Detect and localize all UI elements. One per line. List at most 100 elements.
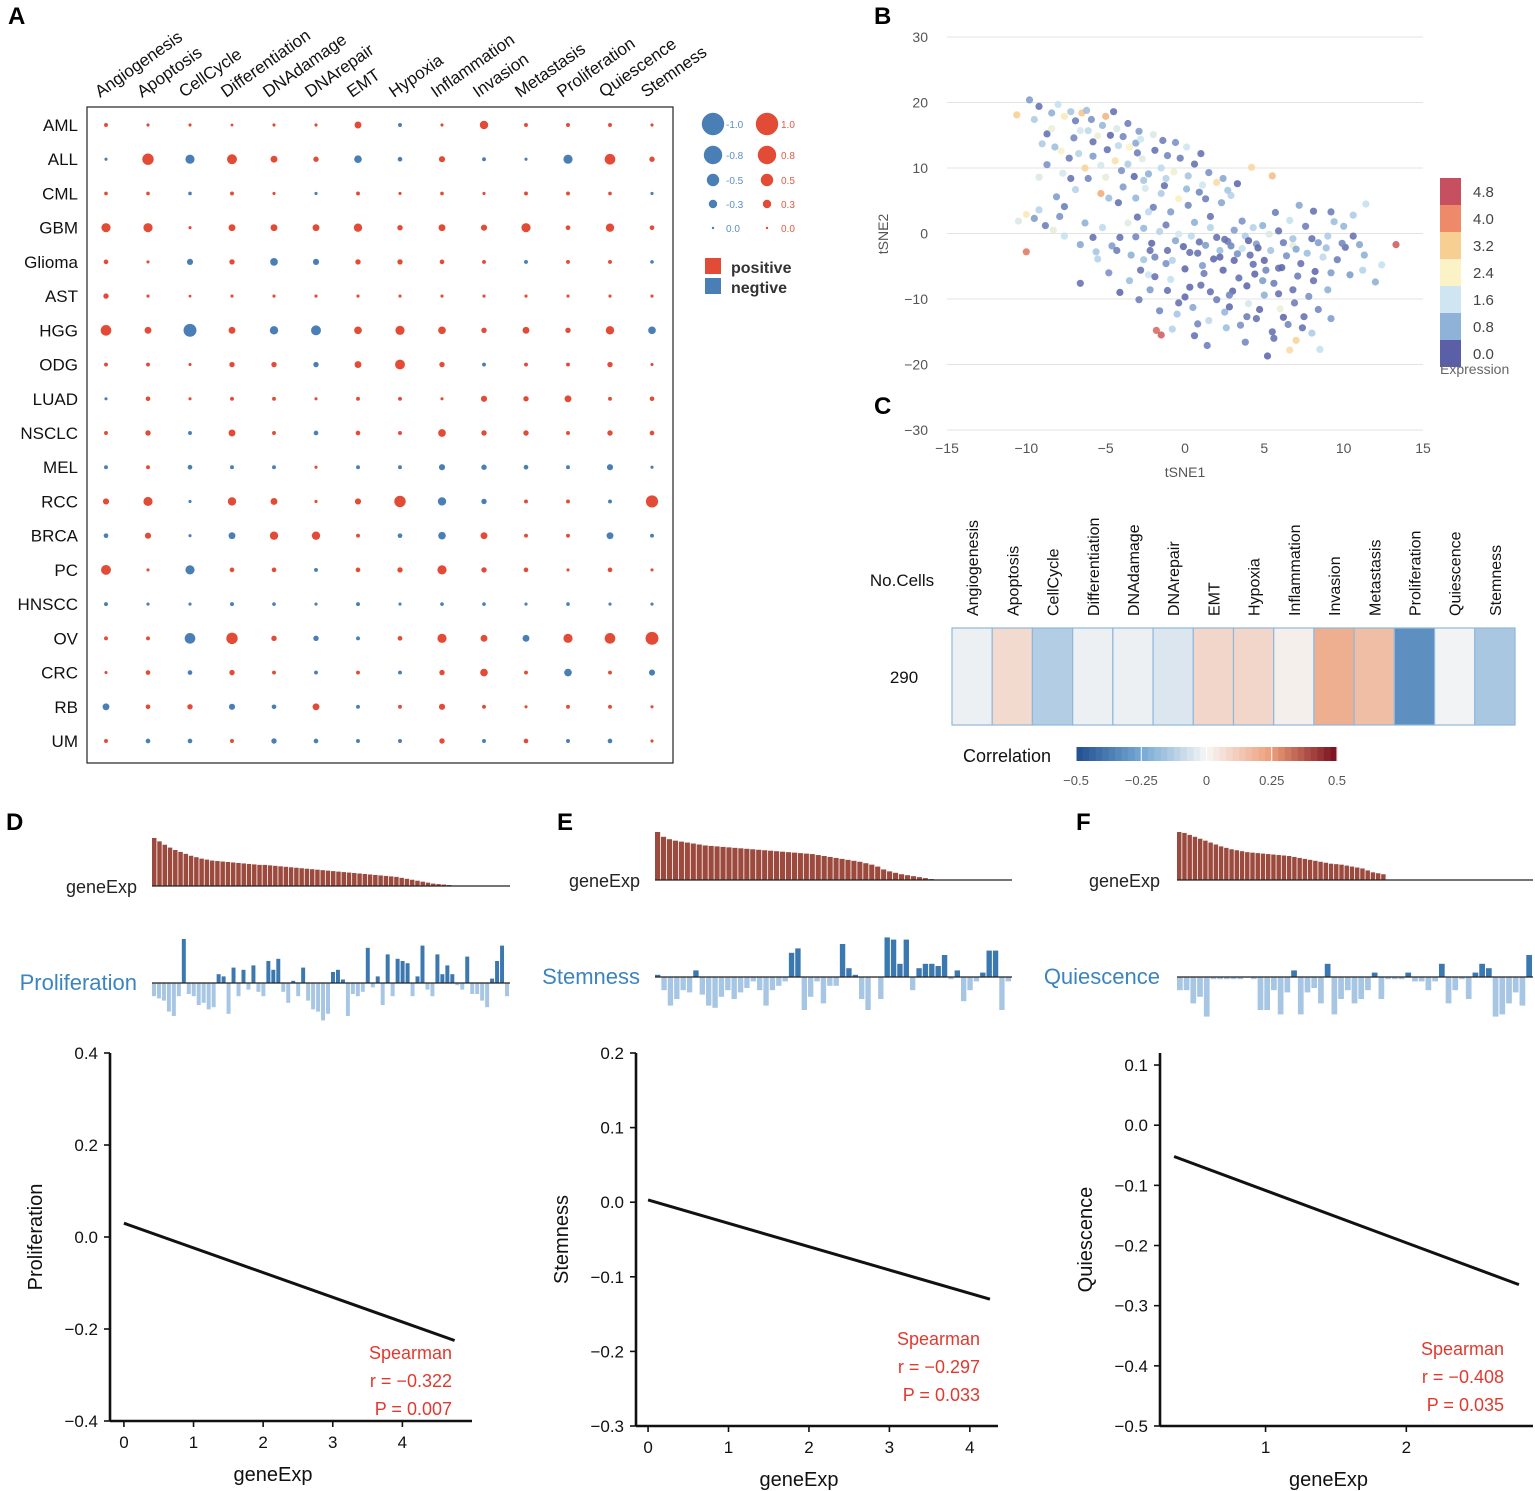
bubble-cml-angiogenesis: [104, 191, 108, 196]
expression-bar-23: [791, 852, 797, 880]
score-bar-2: [667, 977, 674, 1006]
colorbar-seg-15: [1173, 747, 1181, 761]
bubble-um-invasion: [482, 739, 486, 743]
bubble-hgg-dnarepair: [311, 325, 321, 336]
expression-bar-11: [209, 860, 215, 886]
point-178: [1322, 244, 1330, 252]
point-153: [1200, 269, 1208, 278]
score-bar-43: [1465, 977, 1472, 999]
point-152: [1181, 265, 1189, 273]
size-legend-pos-3: [762, 199, 772, 209]
point-68: [1081, 219, 1089, 227]
x-axis-label: geneExp: [234, 1464, 313, 1486]
score-bar-21: [788, 952, 795, 977]
point-28: [1103, 146, 1111, 154]
cell-metastasis: [1353, 627, 1395, 726]
colorbar-title: Correlation: [963, 746, 1051, 766]
expression-bar-7: [696, 844, 702, 880]
colorbar-tick-4: 0.5: [1328, 773, 1346, 788]
size-legend-pos-2: [760, 173, 774, 187]
bubble-mel-cellcycle: [187, 464, 193, 470]
colorbar-seg-2: [1089, 747, 1097, 761]
bubble-luad-proliferation: [564, 395, 572, 403]
expression-bar-27: [815, 855, 821, 880]
column-label-metastasis: Metastasis: [1367, 540, 1384, 616]
bubble-hgg-proliferation: [565, 327, 571, 334]
panel-label-c: C: [874, 393, 891, 420]
annotation-2: P = 0.033: [903, 1385, 980, 1405]
bubble-hgg-inflammation: [438, 326, 446, 335]
bubble-mel-dnarepair: [314, 465, 318, 469]
y-tick-20: 20: [912, 95, 928, 111]
colorbar-title: Expression: [1440, 361, 1509, 377]
bubble-aml-hypoxia: [398, 123, 402, 127]
score-bar-57: [435, 954, 440, 983]
point-74: [1132, 233, 1140, 241]
bubble-odg-differentiation: [229, 361, 235, 368]
point-263: [1355, 241, 1364, 249]
bubble-odg-emt: [354, 361, 362, 369]
score-bar-13: [1264, 977, 1271, 1010]
panel-label-b: B: [874, 3, 891, 30]
bubble-ast-metastasis: [524, 294, 528, 298]
point-49: [1268, 172, 1276, 180]
score-bar-40: [910, 977, 916, 991]
bubble-nsclc-cellcycle: [188, 431, 192, 435]
annotation-1: r = −0.322: [370, 1371, 452, 1391]
score-bar-21: [1318, 977, 1324, 1004]
score-bar-19: [246, 983, 251, 990]
score-bar-30: [1378, 977, 1385, 999]
panel-d-proliferation: geneExp Proliferation 0.4 0.2 0.0 −0.2 −0.4 0 1 2…: [20, 838, 510, 1486]
point-80: [1179, 243, 1187, 251]
x-tick-1: 1: [724, 1438, 733, 1457]
score-bar-18: [769, 977, 776, 991]
y-tick-4: −0.4: [64, 1412, 98, 1431]
bubble-pc-metastasis: [523, 567, 529, 573]
bubble-gbm-quiescence: [605, 223, 615, 232]
score-bar-30: [301, 967, 306, 983]
bubble-brca-hypoxia: [397, 533, 403, 538]
column-label-inflammation: Inflammation: [1287, 524, 1304, 616]
score-label: Stemness: [542, 964, 640, 989]
score-bar-6: [181, 939, 186, 983]
y-tick-3: −0.1: [590, 1268, 624, 1287]
panel-c-correlation-heatmap: No.Cells 290 Angiogenesis Apoptosis CellCycl…: [870, 518, 1516, 788]
point-143: [1190, 332, 1199, 340]
score-bar-15: [1277, 977, 1284, 1015]
point-67: [1060, 232, 1068, 240]
expression-bar-34: [331, 871, 336, 886]
score-bar-71: [505, 983, 509, 997]
score-bar-41: [916, 968, 922, 977]
expression-bar-28: [299, 868, 304, 886]
colorbar-seg-38: [1323, 747, 1332, 761]
score-bar-16: [757, 977, 763, 991]
bubble-glioma-dnarepair: [312, 258, 320, 265]
expression-bar-0: [655, 832, 661, 880]
row-label-glioma: Glioma: [24, 253, 78, 272]
bubble-cml-cellcycle: [188, 191, 192, 196]
score-bar-47: [954, 970, 960, 977]
bubble-mel-angiogenesis: [104, 465, 108, 470]
score-bar-29: [1371, 972, 1378, 977]
bubble-ast-stemness: [650, 294, 654, 298]
bubble-nsclc-invasion: [481, 430, 487, 436]
cell-angiogenesis: [951, 627, 993, 726]
bubble-gbm-proliferation: [565, 225, 571, 230]
point-25: [1081, 164, 1089, 172]
expression-bar-12: [726, 847, 732, 880]
bubble-ast-differentiation: [230, 294, 234, 298]
colorbar-swatch-1: [1440, 205, 1461, 232]
point-242: [1070, 134, 1078, 142]
point-241: [1048, 125, 1056, 133]
point-35: [1151, 146, 1159, 154]
bubble-hnscc-hypoxia: [398, 602, 402, 606]
panel-b-tsne-scatter: 30 20 10 0 −10 −20 −30 −15 −10 −5 0 5 10 15 tSNE1 tSNE2…: [875, 29, 1509, 480]
expression-bar-22: [785, 852, 792, 880]
bubble-aml-dnarepair: [314, 123, 318, 127]
expression-bar-13: [1245, 852, 1250, 880]
bubble-glioma-quiescence: [608, 259, 612, 264]
point-167: [1259, 277, 1267, 285]
score-bar-9: [1237, 977, 1244, 980]
point-131: [1260, 291, 1268, 299]
point-255: [1244, 237, 1253, 245]
